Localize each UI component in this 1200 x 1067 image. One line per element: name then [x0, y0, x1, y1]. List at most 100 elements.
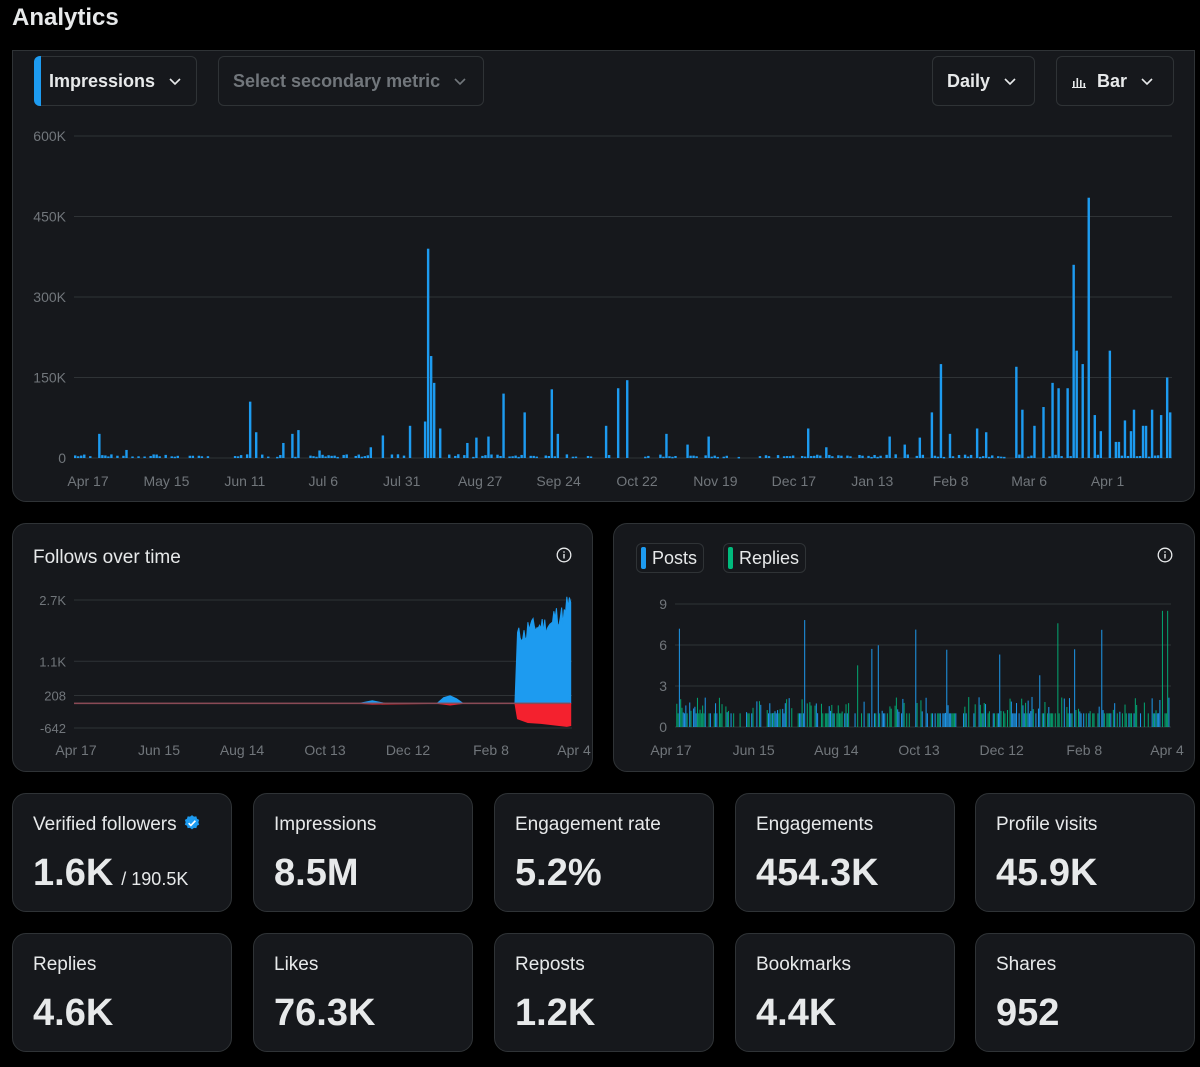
bar	[704, 455, 707, 458]
x-tick-label: Apr 4	[1150, 742, 1184, 758]
bar	[746, 712, 748, 727]
bar	[926, 713, 928, 727]
bar	[1075, 709, 1077, 727]
legend-posts-label: Posts	[652, 547, 698, 568]
y-tick-label: 150K	[33, 370, 66, 386]
stat-value-text: 4.4K	[756, 992, 837, 1034]
bar	[1119, 711, 1121, 727]
x-tick-label: Apr 4	[557, 742, 591, 758]
bar	[1081, 364, 1084, 458]
bar	[816, 454, 819, 458]
secondary-metric-dropdown[interactable]: Select secondary metric	[218, 56, 484, 106]
bar	[1164, 713, 1166, 727]
stat-value-text: 8.5M	[274, 852, 359, 894]
bar	[297, 430, 300, 458]
bar	[463, 455, 466, 458]
bar	[1114, 703, 1116, 727]
bar	[957, 454, 961, 458]
chevron-down-icon	[1139, 73, 1155, 89]
bar	[815, 703, 817, 727]
legend-replies[interactable]: Replies	[723, 543, 807, 573]
bar	[826, 713, 828, 727]
bar	[626, 380, 629, 458]
bar	[997, 456, 1000, 458]
bar	[871, 648, 873, 727]
y-tick-label: 1.1K	[39, 654, 66, 669]
bar	[236, 456, 240, 458]
bar	[987, 456, 991, 459]
bar	[992, 713, 994, 727]
stat-label-text: Replies	[33, 954, 97, 975]
stat-value: 4.4K	[756, 992, 836, 1035]
info-icon[interactable]	[556, 547, 572, 563]
info-icon[interactable]	[1157, 547, 1173, 563]
bar	[1052, 713, 1054, 727]
bar	[895, 697, 897, 727]
primary-metric-dropdown[interactable]: Impressions	[34, 56, 197, 106]
bar	[1000, 456, 1003, 459]
bar	[726, 712, 728, 727]
bar	[282, 442, 285, 458]
bar	[779, 709, 781, 727]
secondary-metric-placeholder: Select secondary metric	[233, 70, 441, 91]
legend-posts[interactable]: Posts	[636, 543, 705, 573]
bar	[1054, 713, 1056, 727]
bar	[532, 455, 535, 458]
bar	[261, 454, 264, 458]
bar	[291, 433, 294, 458]
bar	[721, 704, 723, 727]
bar	[703, 713, 705, 727]
x-tick-label: Jul 6	[308, 473, 338, 489]
bar	[1153, 455, 1157, 458]
bar	[709, 713, 711, 727]
stat-value: 1.2K	[515, 992, 595, 1035]
bar	[1044, 702, 1046, 727]
bar	[936, 456, 940, 459]
bar	[354, 455, 357, 458]
bar	[1097, 713, 1099, 727]
bar	[846, 713, 848, 727]
bar	[981, 456, 985, 458]
x-tick-label: Apr 17	[55, 742, 96, 758]
bar	[333, 455, 336, 458]
bar	[984, 432, 988, 458]
bar	[267, 456, 270, 459]
x-tick-label: Aug 14	[220, 742, 265, 758]
area-series	[74, 596, 572, 704]
bar	[708, 713, 710, 727]
granularity-dropdown[interactable]: Daily	[932, 56, 1035, 106]
bar	[1018, 713, 1020, 727]
bar	[659, 454, 662, 458]
bar	[915, 629, 917, 727]
chart-style-dropdown[interactable]: Bar	[1056, 56, 1174, 106]
bar	[1165, 377, 1169, 458]
bar	[932, 713, 934, 727]
stat-label-text: Shares	[996, 954, 1057, 975]
bar	[991, 455, 994, 458]
bar	[938, 713, 940, 727]
bar	[890, 708, 892, 727]
y-tick-label: 3	[659, 678, 667, 694]
bar	[944, 712, 946, 727]
bar	[720, 713, 722, 727]
bar	[1067, 713, 1069, 727]
bar	[294, 456, 297, 459]
bar	[668, 456, 671, 458]
bar	[930, 412, 934, 458]
bar	[769, 703, 771, 727]
bar	[517, 456, 520, 459]
bar	[828, 454, 831, 458]
bar	[74, 455, 77, 458]
bar	[868, 713, 870, 727]
bar	[1141, 425, 1145, 458]
bar	[1092, 713, 1094, 727]
bar	[819, 455, 822, 458]
bar	[149, 455, 152, 458]
bar	[1028, 713, 1030, 727]
bar	[1057, 388, 1060, 458]
bar	[963, 713, 965, 727]
chevron-down-icon	[167, 73, 183, 89]
bar	[702, 705, 704, 727]
bar	[1144, 425, 1148, 458]
bar	[770, 713, 772, 727]
